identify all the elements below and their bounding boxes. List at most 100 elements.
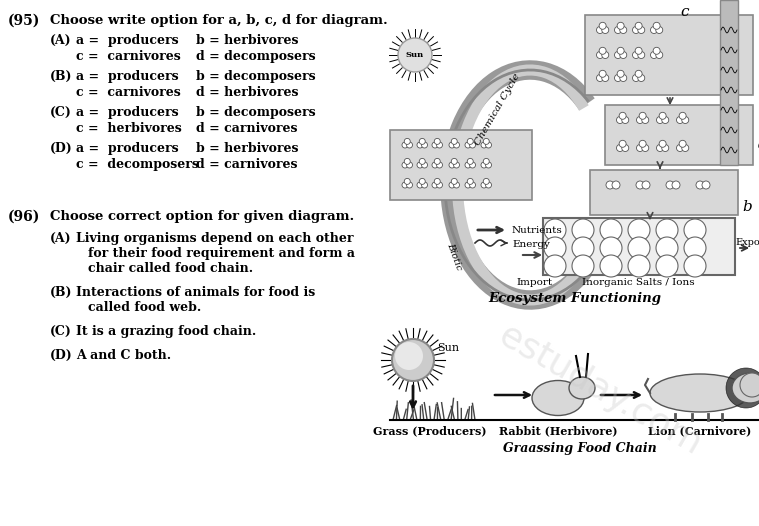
Circle shape bbox=[405, 138, 411, 145]
Circle shape bbox=[615, 75, 622, 82]
Circle shape bbox=[638, 26, 644, 34]
Text: d: d bbox=[758, 138, 759, 152]
Circle shape bbox=[702, 181, 710, 189]
Circle shape bbox=[628, 219, 650, 241]
Text: b = decomposers: b = decomposers bbox=[196, 106, 316, 119]
Circle shape bbox=[483, 178, 490, 185]
Circle shape bbox=[617, 70, 624, 77]
Text: Energy: Energy bbox=[512, 240, 550, 249]
Circle shape bbox=[421, 142, 427, 148]
Circle shape bbox=[635, 70, 642, 77]
Circle shape bbox=[656, 52, 663, 58]
Text: Import: Import bbox=[517, 278, 553, 287]
Circle shape bbox=[483, 138, 490, 145]
Circle shape bbox=[572, 255, 594, 277]
Circle shape bbox=[679, 140, 686, 147]
Text: d = herbivores: d = herbivores bbox=[196, 86, 298, 99]
Text: chair called food chain.: chair called food chain. bbox=[88, 262, 253, 275]
Circle shape bbox=[395, 342, 423, 370]
Text: b = herbivores: b = herbivores bbox=[196, 142, 298, 155]
Circle shape bbox=[637, 145, 644, 151]
Circle shape bbox=[628, 255, 650, 277]
Ellipse shape bbox=[732, 373, 759, 403]
Text: Choose correct option for given diagram.: Choose correct option for given diagram. bbox=[50, 210, 354, 223]
Circle shape bbox=[619, 112, 626, 119]
Circle shape bbox=[470, 182, 475, 188]
Circle shape bbox=[434, 138, 440, 145]
Circle shape bbox=[468, 178, 474, 185]
Text: Nutrients: Nutrients bbox=[512, 226, 562, 235]
Circle shape bbox=[642, 181, 650, 189]
Text: (95): (95) bbox=[8, 14, 40, 28]
Text: called food web.: called food web. bbox=[88, 301, 201, 314]
Circle shape bbox=[616, 145, 623, 151]
Circle shape bbox=[682, 116, 688, 124]
Circle shape bbox=[434, 178, 440, 185]
Text: Living organisms depend on each other: Living organisms depend on each other bbox=[76, 232, 354, 245]
Text: Biotic: Biotic bbox=[445, 242, 463, 272]
Circle shape bbox=[436, 182, 442, 188]
Text: Graassing Food Chain: Graassing Food Chain bbox=[503, 442, 657, 455]
Text: Interactions of animals for food is: Interactions of animals for food is bbox=[76, 286, 315, 299]
Ellipse shape bbox=[569, 377, 595, 399]
Text: a =  producers: a = producers bbox=[76, 70, 178, 83]
Circle shape bbox=[481, 182, 487, 188]
Circle shape bbox=[465, 182, 471, 188]
Circle shape bbox=[421, 182, 427, 188]
Circle shape bbox=[398, 38, 432, 72]
Circle shape bbox=[600, 255, 622, 277]
Circle shape bbox=[628, 237, 650, 259]
Circle shape bbox=[434, 158, 440, 165]
Circle shape bbox=[468, 158, 474, 165]
Text: (B): (B) bbox=[50, 70, 73, 83]
Circle shape bbox=[656, 237, 678, 259]
Bar bbox=[605, 105, 753, 165]
Text: c =  decomposers: c = decomposers bbox=[76, 158, 199, 171]
Circle shape bbox=[417, 142, 423, 148]
Circle shape bbox=[679, 112, 686, 119]
Circle shape bbox=[402, 162, 408, 168]
Circle shape bbox=[470, 162, 475, 168]
Circle shape bbox=[436, 162, 442, 168]
Text: Grass (Producers): Grass (Producers) bbox=[373, 425, 487, 436]
Circle shape bbox=[632, 26, 640, 34]
Bar bbox=[720, 0, 738, 165]
Text: d = decomposers: d = decomposers bbox=[196, 50, 316, 63]
Circle shape bbox=[405, 178, 411, 185]
Circle shape bbox=[602, 75, 609, 82]
Circle shape bbox=[642, 116, 649, 124]
Circle shape bbox=[449, 182, 455, 188]
Circle shape bbox=[486, 142, 492, 148]
Circle shape bbox=[657, 145, 663, 151]
Text: (D): (D) bbox=[50, 142, 73, 155]
Circle shape bbox=[650, 52, 657, 58]
Circle shape bbox=[544, 219, 566, 241]
Circle shape bbox=[656, 255, 678, 277]
Circle shape bbox=[617, 22, 624, 29]
Bar bbox=[390, 130, 532, 200]
Text: Lion (Carnivore): Lion (Carnivore) bbox=[648, 425, 751, 436]
Circle shape bbox=[672, 181, 680, 189]
Text: a =  producers: a = producers bbox=[76, 106, 178, 119]
Circle shape bbox=[636, 181, 644, 189]
Text: d = carnivores: d = carnivores bbox=[196, 158, 298, 171]
Circle shape bbox=[653, 22, 660, 29]
Circle shape bbox=[642, 145, 649, 151]
Circle shape bbox=[637, 116, 644, 124]
Circle shape bbox=[684, 237, 706, 259]
Circle shape bbox=[597, 26, 603, 34]
Circle shape bbox=[616, 116, 623, 124]
Text: estuday.com: estuday.com bbox=[493, 318, 707, 462]
Bar bbox=[590, 170, 738, 215]
Circle shape bbox=[419, 138, 425, 145]
Text: (C): (C) bbox=[50, 325, 72, 338]
Text: a =  producers: a = producers bbox=[76, 142, 178, 155]
Circle shape bbox=[659, 112, 666, 119]
Circle shape bbox=[421, 162, 427, 168]
Circle shape bbox=[407, 162, 412, 168]
Text: It is a grazing food chain.: It is a grazing food chain. bbox=[76, 325, 257, 338]
Circle shape bbox=[449, 162, 455, 168]
Circle shape bbox=[666, 181, 674, 189]
Text: Sun: Sun bbox=[406, 51, 424, 59]
Circle shape bbox=[639, 140, 646, 147]
